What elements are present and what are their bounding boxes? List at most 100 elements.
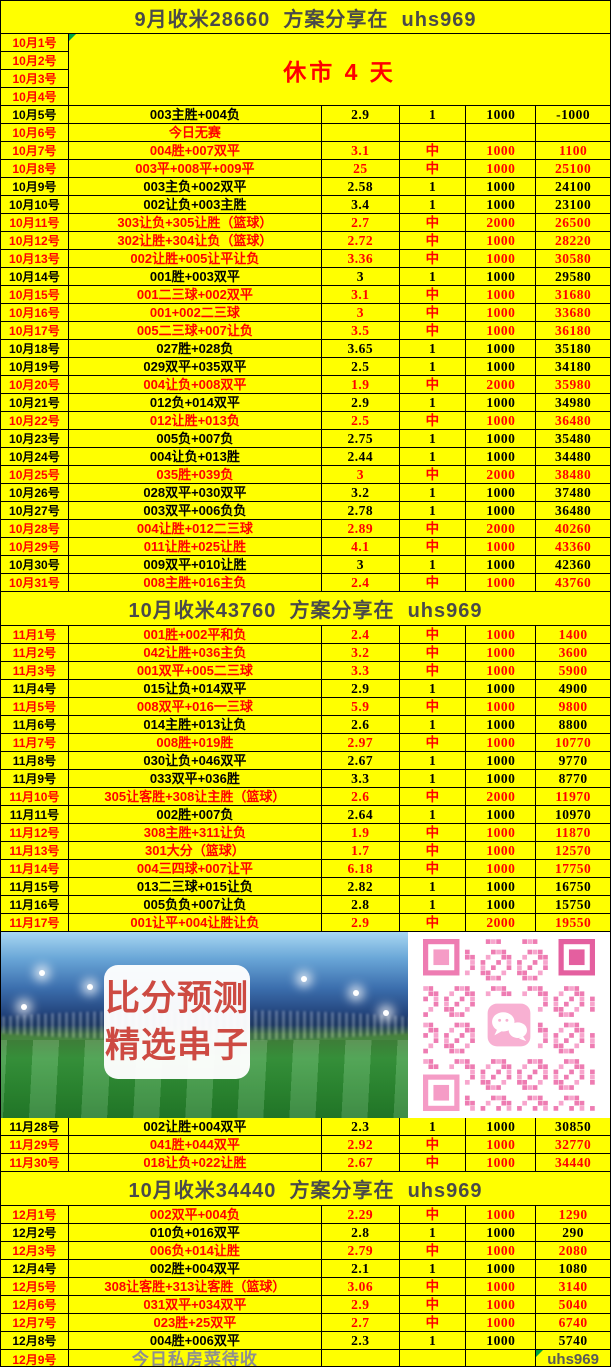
cell-result: 1 [399, 1224, 467, 1242]
cell-date: 10月22号 [1, 412, 69, 430]
cell-odds: 2.7 [321, 214, 400, 232]
table-row: 10月24号 004让负+013胜 2.44 1 1000 34480 [1, 448, 610, 466]
cell-bet: 029双平+035双平 [68, 358, 322, 376]
section-header-september: 9月收米28660 方案分享在 uhs969 [1, 1, 610, 34]
cell-stake: 1000 [466, 502, 537, 520]
cell-odds: 2.4 [321, 574, 400, 592]
cell-stake: 1000 [466, 896, 537, 914]
cell-result: 1 [399, 502, 467, 520]
cell-bet: 033双平+036胜 [68, 770, 322, 788]
cell-total: 23100 [536, 196, 610, 214]
cell-bet: 301大分（篮球） [68, 842, 322, 860]
promo-text-box: 比分预测 精选串子 [104, 965, 250, 1079]
cell-date: 11月13号 [1, 842, 69, 860]
cell-stake: 2000 [466, 520, 537, 538]
table-row: 10月9号 003主负+002双平 2.58 1 1000 24100 [1, 178, 610, 196]
table-row: 11月29号 041胜+044双平 2.92 中 1000 32770 [1, 1136, 610, 1154]
cell-date: 10月16号 [1, 304, 69, 322]
cell-total: 24100 [536, 178, 610, 196]
cell-result: 中 [399, 788, 467, 806]
cell-stake: 1000 [466, 232, 537, 250]
cell-odds [321, 124, 400, 142]
floodlight-icon [301, 976, 307, 982]
cell-odds: 2.5 [321, 358, 400, 376]
floodlight-icon [39, 970, 45, 976]
cell-stake: 1000 [466, 484, 537, 502]
cell-total: 290 [536, 1224, 610, 1242]
cell-stake: 1000 [466, 268, 537, 286]
cell-total: 3140 [536, 1278, 610, 1296]
cell-odds: 2.67 [321, 1154, 400, 1172]
cell-stake: 2000 [466, 914, 537, 932]
cell-stake: 1000 [466, 358, 537, 376]
cell-date: 11月3号 [1, 662, 69, 680]
cell-result: 中 [399, 860, 467, 878]
cell-odds: 2.9 [321, 914, 400, 932]
cell-odds: 2.64 [321, 806, 400, 824]
table-row: 12月5号 308让客胜+313让客胜（篮球） 3.06 中 1000 3140 [1, 1278, 610, 1296]
table-row: 10月14号 001胜+003双平 3 1 1000 29580 [1, 268, 610, 286]
cell-total: 5040 [536, 1296, 610, 1314]
cell-total: 2080 [536, 1242, 610, 1260]
cell-stake: 1000 [466, 1136, 537, 1154]
cell-date: 10月26号 [1, 484, 69, 502]
cell-total: 36480 [536, 412, 610, 430]
cell-result: 中 [399, 376, 467, 394]
cell-stake: 2000 [466, 466, 537, 484]
cell-result: 1 [399, 1118, 467, 1136]
cell-odds: 2.9 [321, 680, 400, 698]
cell-odds: 3 [321, 466, 400, 484]
cell-bet: 023胜+25双平 [68, 1314, 322, 1332]
cell-date: 10月21号 [1, 394, 69, 412]
table-row: 10月19号 029双平+035双平 2.5 1 1000 34180 [1, 358, 610, 376]
cell-bet: 018让负+022让胜 [68, 1154, 322, 1172]
qr-panel [407, 932, 610, 1118]
market-closure-block: 10月1号 10月2号 10月3号 10月4号 休市 4 天 [1, 34, 610, 106]
cell-date: 10月5号 [1, 106, 69, 124]
cell-odds: 2.29 [321, 1206, 400, 1224]
table-row: 11月30号 018让负+022让胜 2.67 中 1000 34440 [1, 1154, 610, 1172]
cell-date: 11月5号 [1, 698, 69, 716]
cell-bet: 003主负+002双平 [68, 178, 322, 196]
cell-stake: 1000 [466, 106, 537, 124]
cell-bet: 035胜+039负 [68, 466, 322, 484]
cell-result: 1 [399, 878, 467, 896]
cell-date: 11月12号 [1, 824, 69, 842]
date-cell: 10月4号 [1, 88, 69, 106]
december-rows: 12月1号 002双平+004负 2.29 中 1000 1290 12月2号 010负+01… [1, 1206, 610, 1366]
cell-odds: 3 [321, 268, 400, 286]
section-header-november: 10月收米34440 方案分享在 uhs969 [1, 1172, 610, 1206]
table-row: 11月17号 001让平+004让胜让负 2.9 中 2000 19550 [1, 914, 610, 932]
cell-date: 11月30号 [1, 1154, 69, 1172]
wechat-icon [487, 1003, 531, 1047]
cell-date: 10月23号 [1, 430, 69, 448]
cell-stake: 1000 [466, 142, 537, 160]
cell-total: 40260 [536, 520, 610, 538]
cell-date: 10月15号 [1, 286, 69, 304]
cell-odds: 3.1 [321, 142, 400, 160]
cell-bet: 005二三球+007让负 [68, 322, 322, 340]
cell-date: 12月5号 [1, 1278, 69, 1296]
cell-total: 3600 [536, 644, 610, 662]
cell-stake: 1000 [466, 196, 537, 214]
cell-bet: 302让胜+304让负（篮球） [68, 232, 322, 250]
cell-result [400, 1350, 467, 1366]
cell-date: 11月14号 [1, 860, 69, 878]
cell-odds: 2.58 [321, 178, 400, 196]
qr-finder-top-right [558, 939, 595, 976]
cell-result: 1 [399, 268, 467, 286]
cell-odds: 3.2 [321, 644, 400, 662]
promo-banner: 比分预测 精选串子 [1, 932, 610, 1118]
table-row: 11月1号 001胜+002平和负 2.4 中 1000 1400 [1, 626, 610, 644]
cell-result: 中 [399, 322, 467, 340]
cell-odds: 2.75 [321, 430, 400, 448]
cell-total: 1290 [536, 1206, 610, 1224]
cell-stake: 1000 [466, 662, 537, 680]
cell-result: 中 [399, 626, 467, 644]
cell-bet: 001+002二三球 [68, 304, 322, 322]
cell-result: 1 [399, 340, 467, 358]
floodlight-icon [87, 984, 93, 990]
table-row: 10月13号 002让胜+005让平让负 3.36 中 1000 30580 [1, 250, 610, 268]
cell-bet: 001二三球+002双平 [68, 286, 322, 304]
october-rows: 10月5号 003主胜+004负 2.9 1 1000 -1000 10月6号 今日无赛 10月… [1, 106, 610, 592]
